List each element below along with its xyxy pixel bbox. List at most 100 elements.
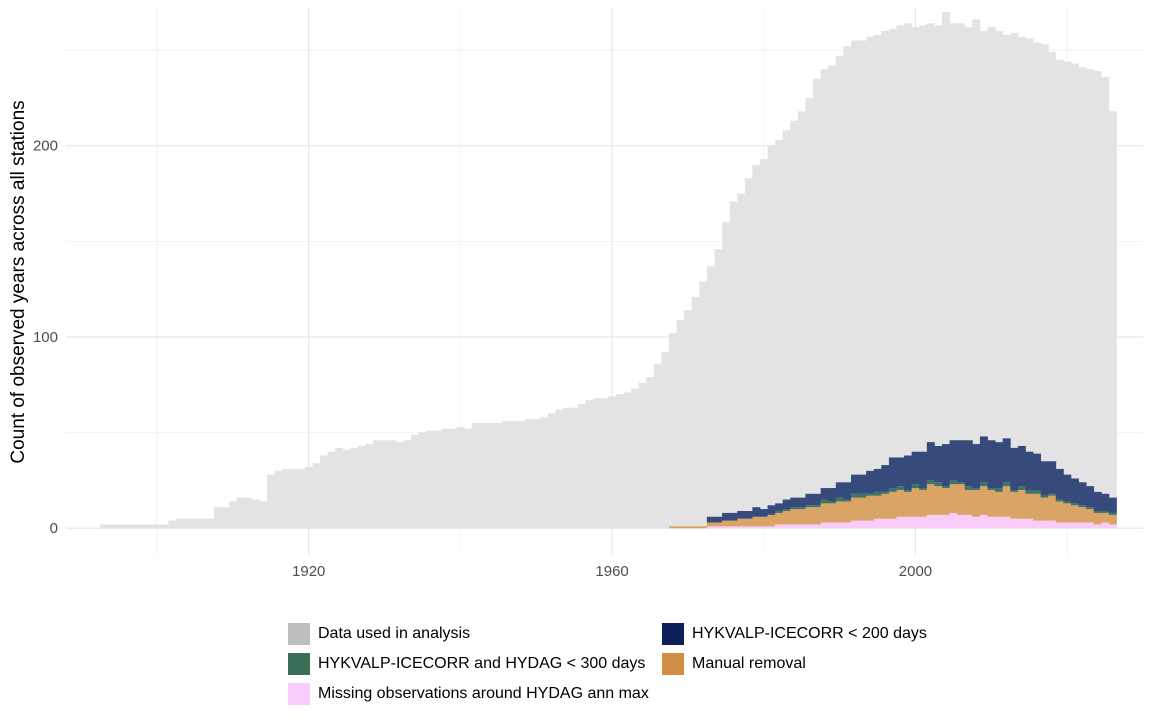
bar-hykvalp-hydag-300 <box>1070 503 1079 506</box>
bar-data-used <box>517 421 526 529</box>
bar-hykvalp-200 <box>1070 478 1079 504</box>
bar-data-used <box>524 419 533 529</box>
bar-data-used <box>388 440 397 529</box>
bar-manual-removal <box>1002 486 1011 517</box>
bar-hykvalp-200 <box>995 442 1004 489</box>
bar-data-used <box>570 407 579 529</box>
bar-hykvalp-200 <box>1063 474 1072 502</box>
bar-data-used <box>304 467 313 529</box>
bar-missing-observations <box>1063 522 1072 529</box>
bar-manual-removal <box>1101 512 1110 523</box>
bar-manual-removal <box>828 503 837 523</box>
bar-data-used <box>449 428 458 529</box>
bar-hykvalp-200 <box>1033 453 1042 490</box>
bar-hykvalp-200 <box>782 499 791 510</box>
bar-hykvalp-200 <box>1040 461 1049 496</box>
bar-manual-removal <box>987 489 996 517</box>
bar-manual-removal <box>790 509 799 525</box>
bar-manual-removal <box>873 495 882 519</box>
legend: Data used in analysis HYKVALP-ICECORR < … <box>288 620 968 715</box>
bar-data-used <box>213 507 222 529</box>
bar-manual-removal <box>850 497 859 521</box>
bar-hykvalp-200 <box>805 493 814 506</box>
bar-data-used <box>850 40 859 529</box>
bar-hykvalp-hydag-300 <box>979 482 988 487</box>
bar-hykvalp-200 <box>1017 445 1026 487</box>
bar-hykvalp-hydag-300 <box>843 499 852 502</box>
bar-data-used <box>175 518 184 529</box>
bar-hykvalp-200 <box>1055 468 1064 500</box>
bar-data-used <box>1093 71 1102 529</box>
bar-manual-removal <box>972 489 981 517</box>
bar-hykvalp-hydag-300 <box>1033 489 1042 494</box>
bar-manual-removal <box>699 526 708 529</box>
bar-data-used <box>122 524 131 529</box>
bar-missing-observations <box>782 524 791 529</box>
legend-item-hykvalp-200: HYKVALP-ICECORR < 200 days <box>662 621 927 647</box>
bar-data-used <box>274 470 283 529</box>
bar-data-used <box>107 524 116 529</box>
bar-data-used <box>441 428 450 529</box>
bar-manual-removal <box>1063 503 1072 523</box>
bar-hykvalp-200 <box>744 511 753 519</box>
bar-hykvalp-200 <box>797 497 806 508</box>
bar-data-used <box>342 449 351 529</box>
bar-missing-observations <box>1078 522 1087 529</box>
bar-data-used <box>426 430 435 529</box>
bar-hykvalp-200 <box>706 516 715 523</box>
bar-hykvalp-200 <box>881 465 890 492</box>
bar-data-used <box>373 440 382 529</box>
bar-data-used <box>873 34 882 529</box>
bar-data-used <box>358 445 366 529</box>
bar-missing-observations <box>1017 518 1026 529</box>
bar-manual-removal <box>752 516 761 527</box>
bar-data-used <box>888 29 897 529</box>
bars <box>100 11 1117 529</box>
bar-manual-removal <box>797 509 806 525</box>
bar-data-used <box>100 524 109 529</box>
legend-label: HYKVALP-ICECORR and HYDAG < 300 days <box>318 655 646 672</box>
bar-hykvalp-hydag-300 <box>934 482 943 487</box>
bar-data-used <box>835 55 844 529</box>
bar-data-used <box>752 164 761 529</box>
bar-manual-removal <box>782 511 791 525</box>
bar-missing-observations <box>1040 520 1049 529</box>
legend-key-missing-observations <box>288 683 310 705</box>
bar-missing-observations <box>866 520 875 529</box>
bar-data-used <box>631 388 640 529</box>
bar-data-used <box>828 65 837 529</box>
bar-data-used <box>904 23 913 529</box>
bar-data-used <box>395 442 404 529</box>
bar-manual-removal <box>1055 501 1064 523</box>
bar-data-used <box>251 499 260 529</box>
legend-item-hykvalp-hydag-300: HYKVALP-ICECORR and HYDAG < 300 days <box>288 651 645 677</box>
bar-hykvalp-200 <box>926 442 935 481</box>
bar-missing-observations <box>904 516 913 529</box>
bar-hykvalp-hydag-300 <box>866 493 875 496</box>
bar-manual-removal <box>714 522 723 527</box>
bar-data-used <box>1070 63 1079 529</box>
bar-hykvalp-200 <box>934 445 943 483</box>
bar-hykvalp-hydag-300 <box>987 488 996 490</box>
bar-missing-observations <box>1101 522 1110 529</box>
legend-key-data-used <box>288 623 310 645</box>
bar-hykvalp-200 <box>1093 491 1102 512</box>
bar-hykvalp-hydag-300 <box>888 488 897 492</box>
bar-hykvalp-200 <box>722 512 731 521</box>
bar-manual-removal <box>722 520 731 527</box>
bar-manual-removal <box>691 526 700 529</box>
bar-data-used <box>1086 69 1095 529</box>
bar-missing-observations <box>1086 522 1095 529</box>
bar-hykvalp-hydag-300 <box>790 507 799 510</box>
bar-missing-observations <box>752 526 761 529</box>
bar-data-used <box>1048 51 1057 529</box>
bar-missing-observations <box>1055 522 1064 529</box>
bar-data-used <box>191 518 200 529</box>
bar-manual-removal <box>1078 507 1087 523</box>
bar-manual-removal <box>896 489 905 517</box>
bar-hykvalp-200 <box>775 503 784 512</box>
bar-hykvalp-200 <box>767 505 776 515</box>
bar-data-used <box>684 310 693 529</box>
bar-data-used <box>335 447 344 529</box>
bar-manual-removal <box>1025 493 1034 519</box>
